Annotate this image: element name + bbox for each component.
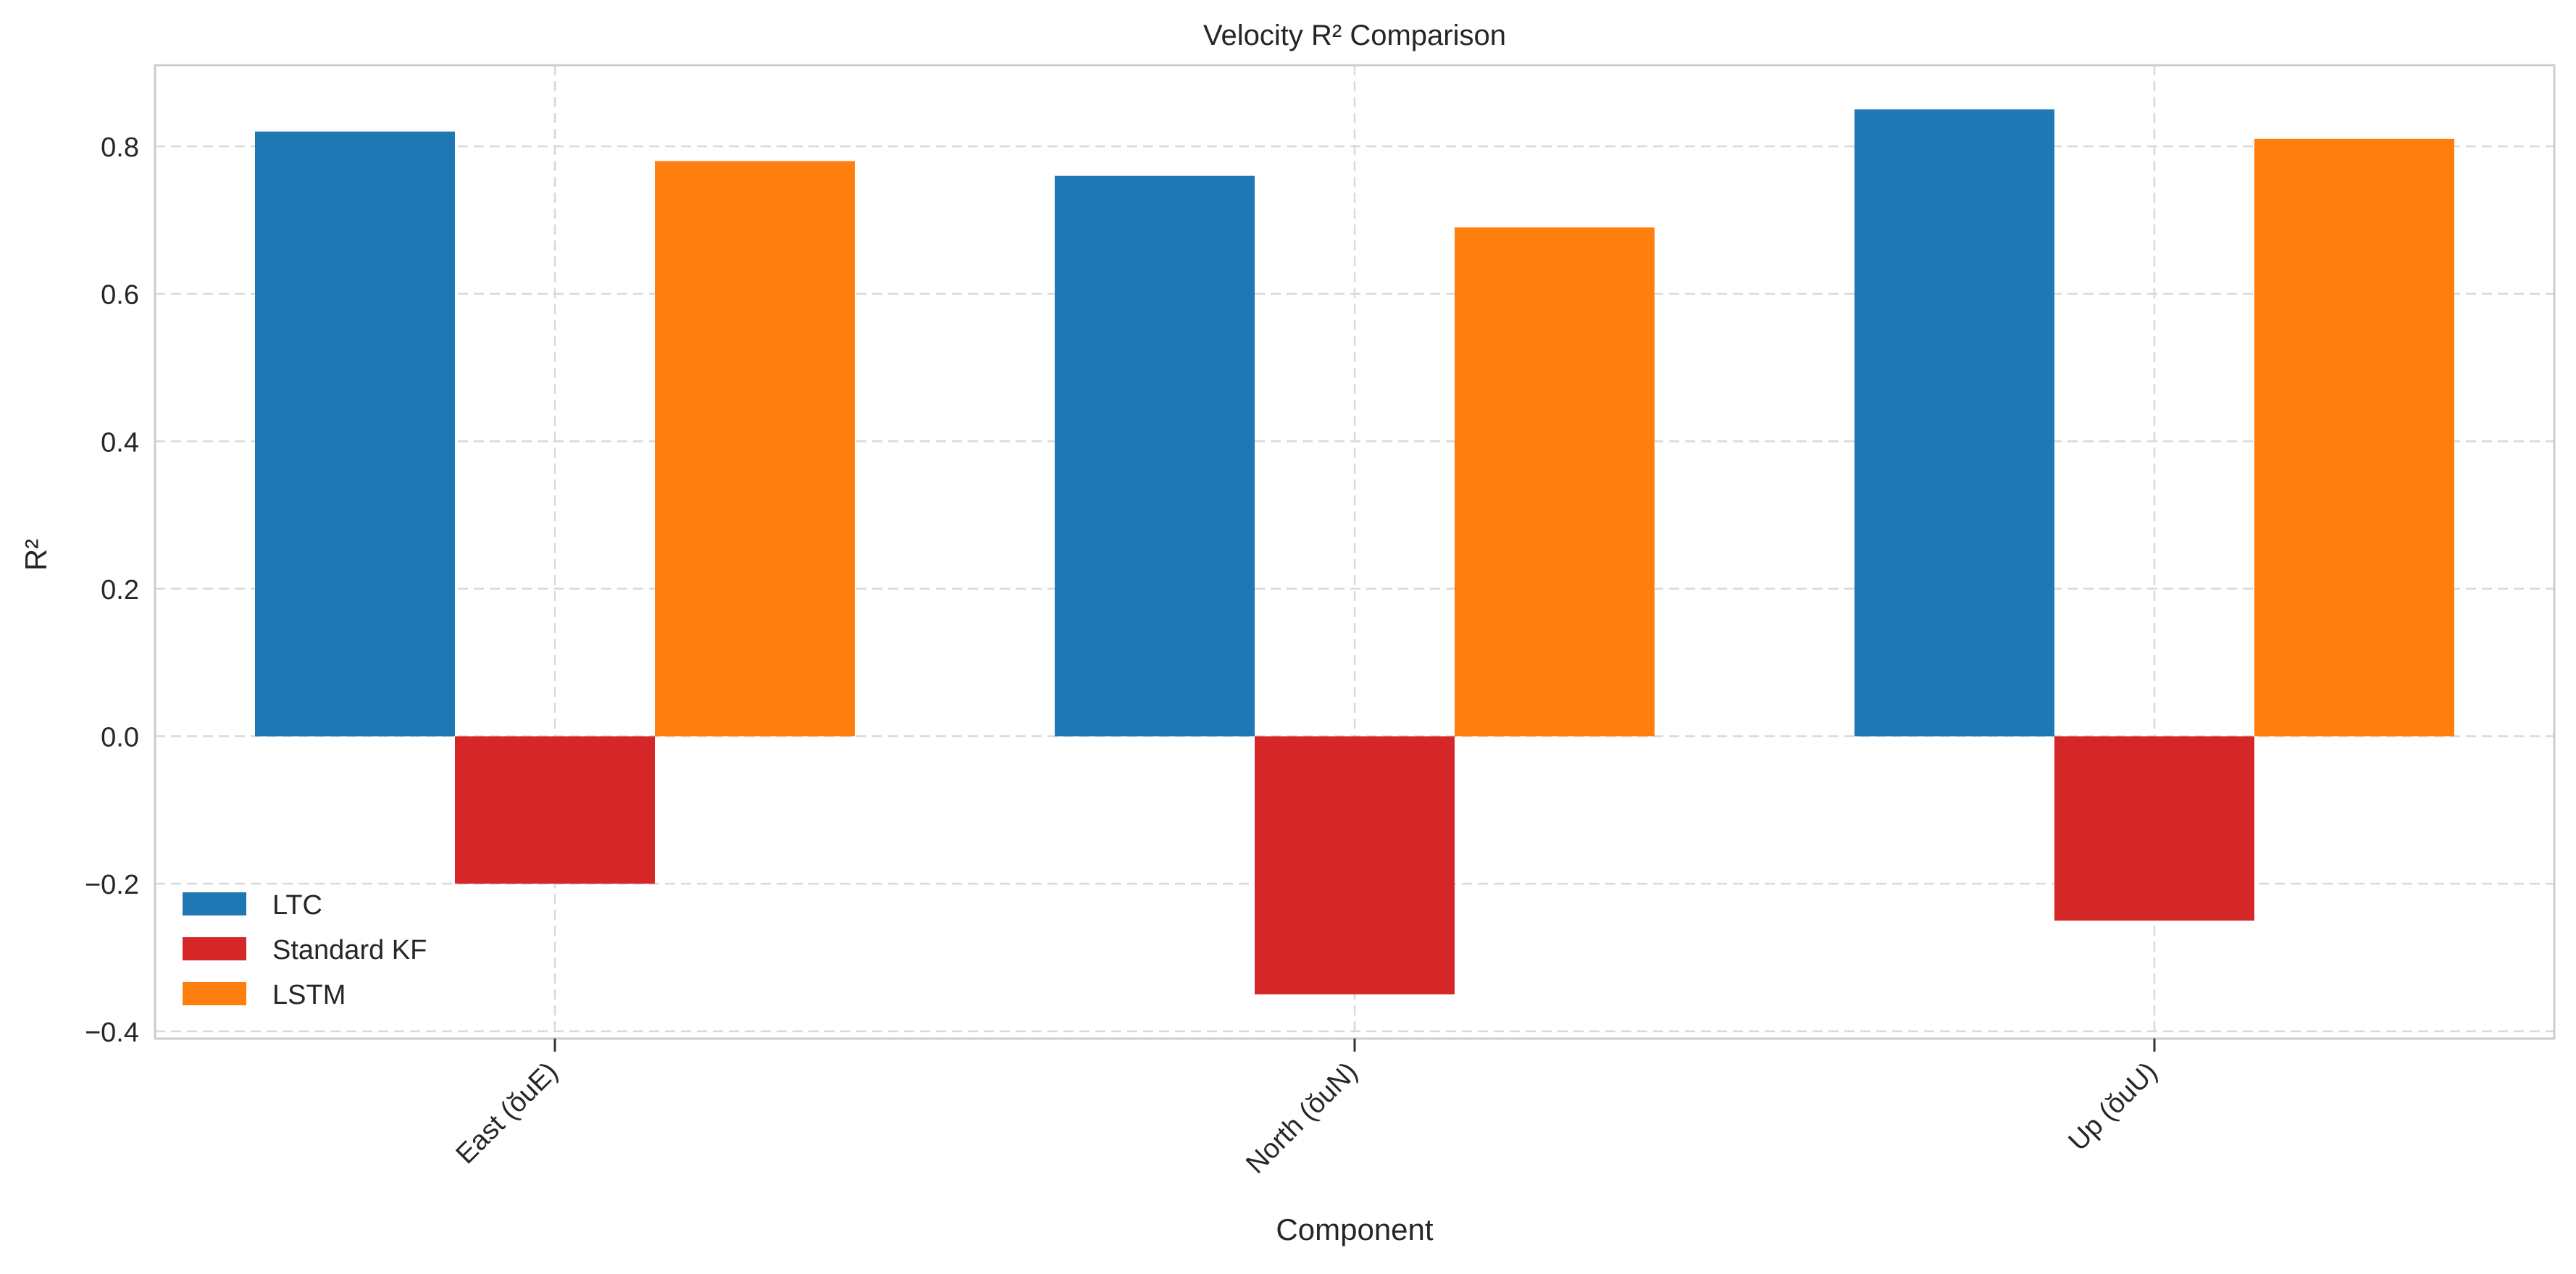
legend-swatch — [183, 937, 246, 960]
y-tick-label: −0.2 — [85, 870, 139, 900]
legend-swatch — [183, 892, 246, 915]
y-tick-label: 0.0 — [101, 723, 139, 753]
y-tick-label: 0.2 — [101, 575, 139, 605]
bar-standard-kf — [1255, 736, 1455, 994]
bars — [255, 109, 2454, 994]
x-axis-label: Component — [1276, 1212, 1433, 1246]
y-axis-label: R² — [19, 539, 53, 571]
bar-standard-kf — [455, 736, 655, 884]
bar-lstm — [1455, 227, 1655, 737]
bar-lstm — [2254, 138, 2454, 737]
legend-label: LTC — [272, 890, 322, 921]
legend: LTC Standard KF LSTM — [183, 890, 427, 1010]
legend-label: LSTM — [272, 980, 346, 1010]
legend-swatch — [183, 982, 246, 1005]
bar-ltc — [1055, 175, 1255, 737]
bar-lstm — [655, 161, 855, 737]
chart-title: Velocity R² Comparison — [1203, 20, 1506, 51]
bar-standard-kf — [2054, 736, 2254, 921]
bar-ltc — [255, 131, 455, 737]
bar-ltc — [1854, 109, 2054, 737]
legend-label: Standard KF — [272, 935, 427, 965]
y-tick-label: 0.6 — [101, 280, 139, 311]
y-tick-label: 0.4 — [101, 427, 139, 458]
y-tick-label: −0.4 — [85, 1018, 139, 1048]
y-tick-label: 0.8 — [101, 133, 139, 163]
